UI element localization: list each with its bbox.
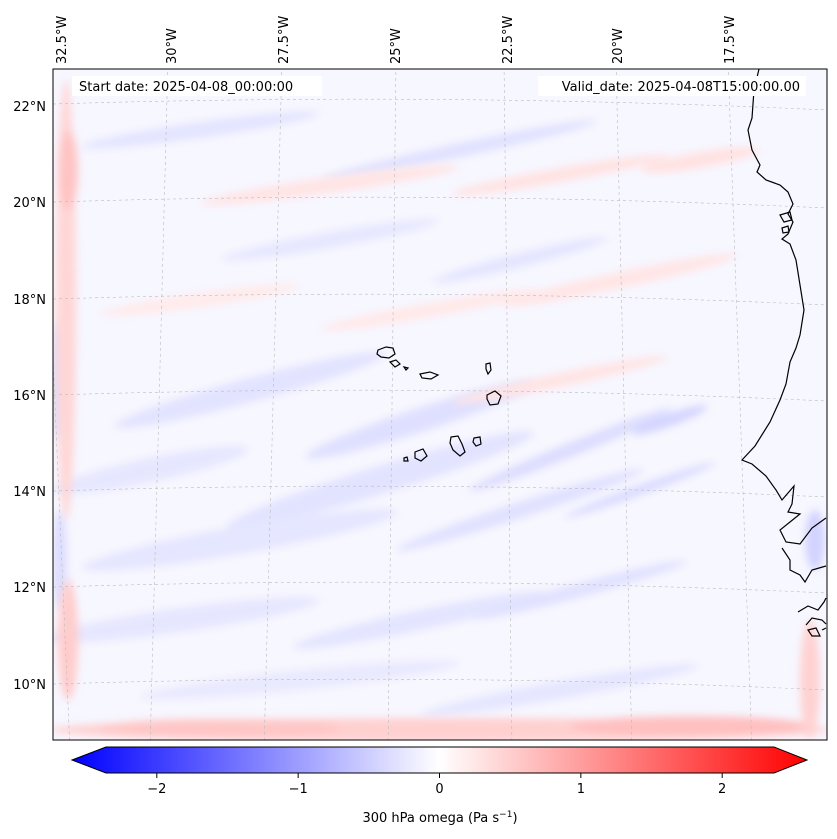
lat-label: 14°N	[13, 485, 46, 500]
parallel-line	[53, 678, 827, 691]
meridian-line	[615, 69, 633, 740]
omega-field	[53, 69, 827, 740]
meridian-line	[387, 69, 397, 740]
lon-label: 30°W	[165, 28, 180, 64]
lon-label: 22.5°W	[501, 16, 516, 64]
lat-label: 12°N	[13, 581, 46, 596]
lat-label: 16°N	[13, 389, 46, 404]
graticule	[53, 69, 827, 740]
parallel-line	[53, 98, 827, 111]
colorbar-tick-label: 2	[718, 782, 726, 797]
colorbar-tick-label: 0	[435, 782, 443, 797]
colorbar-ticks: −2 −1 0 1 2	[147, 773, 726, 797]
colorbar-bar	[70, 746, 809, 774]
colorbar: −2 −1 0 1 2 300 hPa omega (Pa s−1)	[70, 746, 809, 826]
meridian-line	[149, 69, 169, 740]
valid-date-label: Valid_date: 2025-04-08T15:00:00.00	[562, 80, 800, 95]
parallel-line	[53, 581, 827, 594]
lon-label: 25°W	[389, 28, 404, 64]
lat-label: 10°N	[13, 678, 46, 693]
meridian-line	[263, 69, 283, 740]
parallel-line	[53, 196, 827, 209]
negative-omega-areas	[53, 111, 825, 716]
colorbar-tick-label: −1	[289, 782, 308, 797]
map-frame	[52, 68, 828, 741]
longitude-labels: 32.5°W 30°W 27.5°W 25°W 22.5°W 20°W 17.5…	[55, 16, 738, 64]
meridian-line	[728, 69, 752, 740]
cape-verde-islands	[376, 346, 502, 462]
african-coastline	[740, 69, 827, 637]
parallel-line	[53, 389, 827, 402]
lon-label: 32.5°W	[55, 16, 70, 64]
lat-label: 18°N	[13, 293, 46, 308]
lon-label: 20°W	[611, 28, 626, 64]
colorbar-title: 300 hPa omega (Pa s−1)	[362, 810, 517, 826]
lat-label: 22°N	[13, 100, 46, 115]
colorbar-tick-label: 1	[577, 782, 585, 797]
lon-label: 17.5°W	[723, 16, 738, 64]
valid-date-box	[538, 76, 806, 96]
lon-label: 27.5°W	[277, 16, 292, 64]
parallel-line	[53, 485, 827, 498]
parallel-line	[53, 293, 827, 306]
latitude-labels: 22°N 20°N 18°N 16°N 14°N 12°N 10°N	[13, 100, 46, 693]
colorbar-tick-label: −2	[147, 782, 166, 797]
start-date-box	[72, 76, 322, 96]
start-date-label: Start date: 2025-04-08_00:00:00	[79, 80, 293, 95]
meridian-line	[503, 69, 513, 740]
lat-label: 20°N	[13, 196, 46, 211]
